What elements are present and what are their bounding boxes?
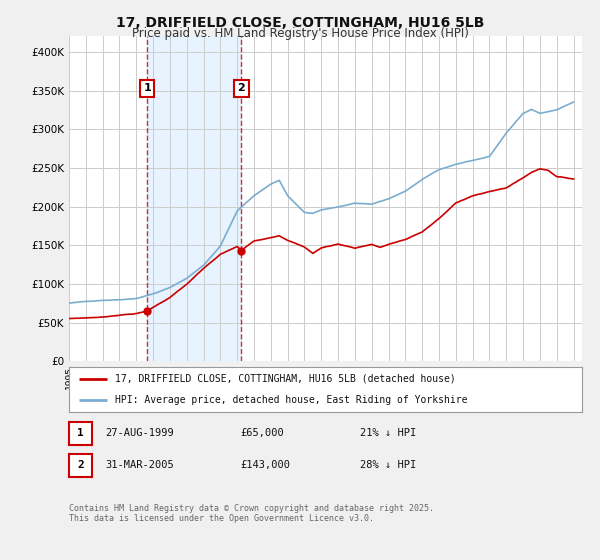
Text: 27-AUG-1999: 27-AUG-1999 — [105, 428, 174, 438]
Text: 1: 1 — [77, 428, 84, 438]
Text: £65,000: £65,000 — [240, 428, 284, 438]
Text: £143,000: £143,000 — [240, 460, 290, 470]
Text: 2: 2 — [77, 460, 84, 470]
Text: 1: 1 — [143, 83, 151, 94]
Text: 31-MAR-2005: 31-MAR-2005 — [105, 460, 174, 470]
Text: HPI: Average price, detached house, East Riding of Yorkshire: HPI: Average price, detached house, East… — [115, 394, 467, 404]
Text: 28% ↓ HPI: 28% ↓ HPI — [360, 460, 416, 470]
Text: 17, DRIFFIELD CLOSE, COTTINGHAM, HU16 5LB (detached house): 17, DRIFFIELD CLOSE, COTTINGHAM, HU16 5L… — [115, 374, 456, 384]
Text: 2: 2 — [238, 83, 245, 94]
Text: Price paid vs. HM Land Registry's House Price Index (HPI): Price paid vs. HM Land Registry's House … — [131, 27, 469, 40]
Bar — [147, 36, 241, 361]
Text: Contains HM Land Registry data © Crown copyright and database right 2025.
This d: Contains HM Land Registry data © Crown c… — [69, 504, 434, 524]
Text: 17, DRIFFIELD CLOSE, COTTINGHAM, HU16 5LB: 17, DRIFFIELD CLOSE, COTTINGHAM, HU16 5L… — [116, 16, 484, 30]
Text: 21% ↓ HPI: 21% ↓ HPI — [360, 428, 416, 438]
